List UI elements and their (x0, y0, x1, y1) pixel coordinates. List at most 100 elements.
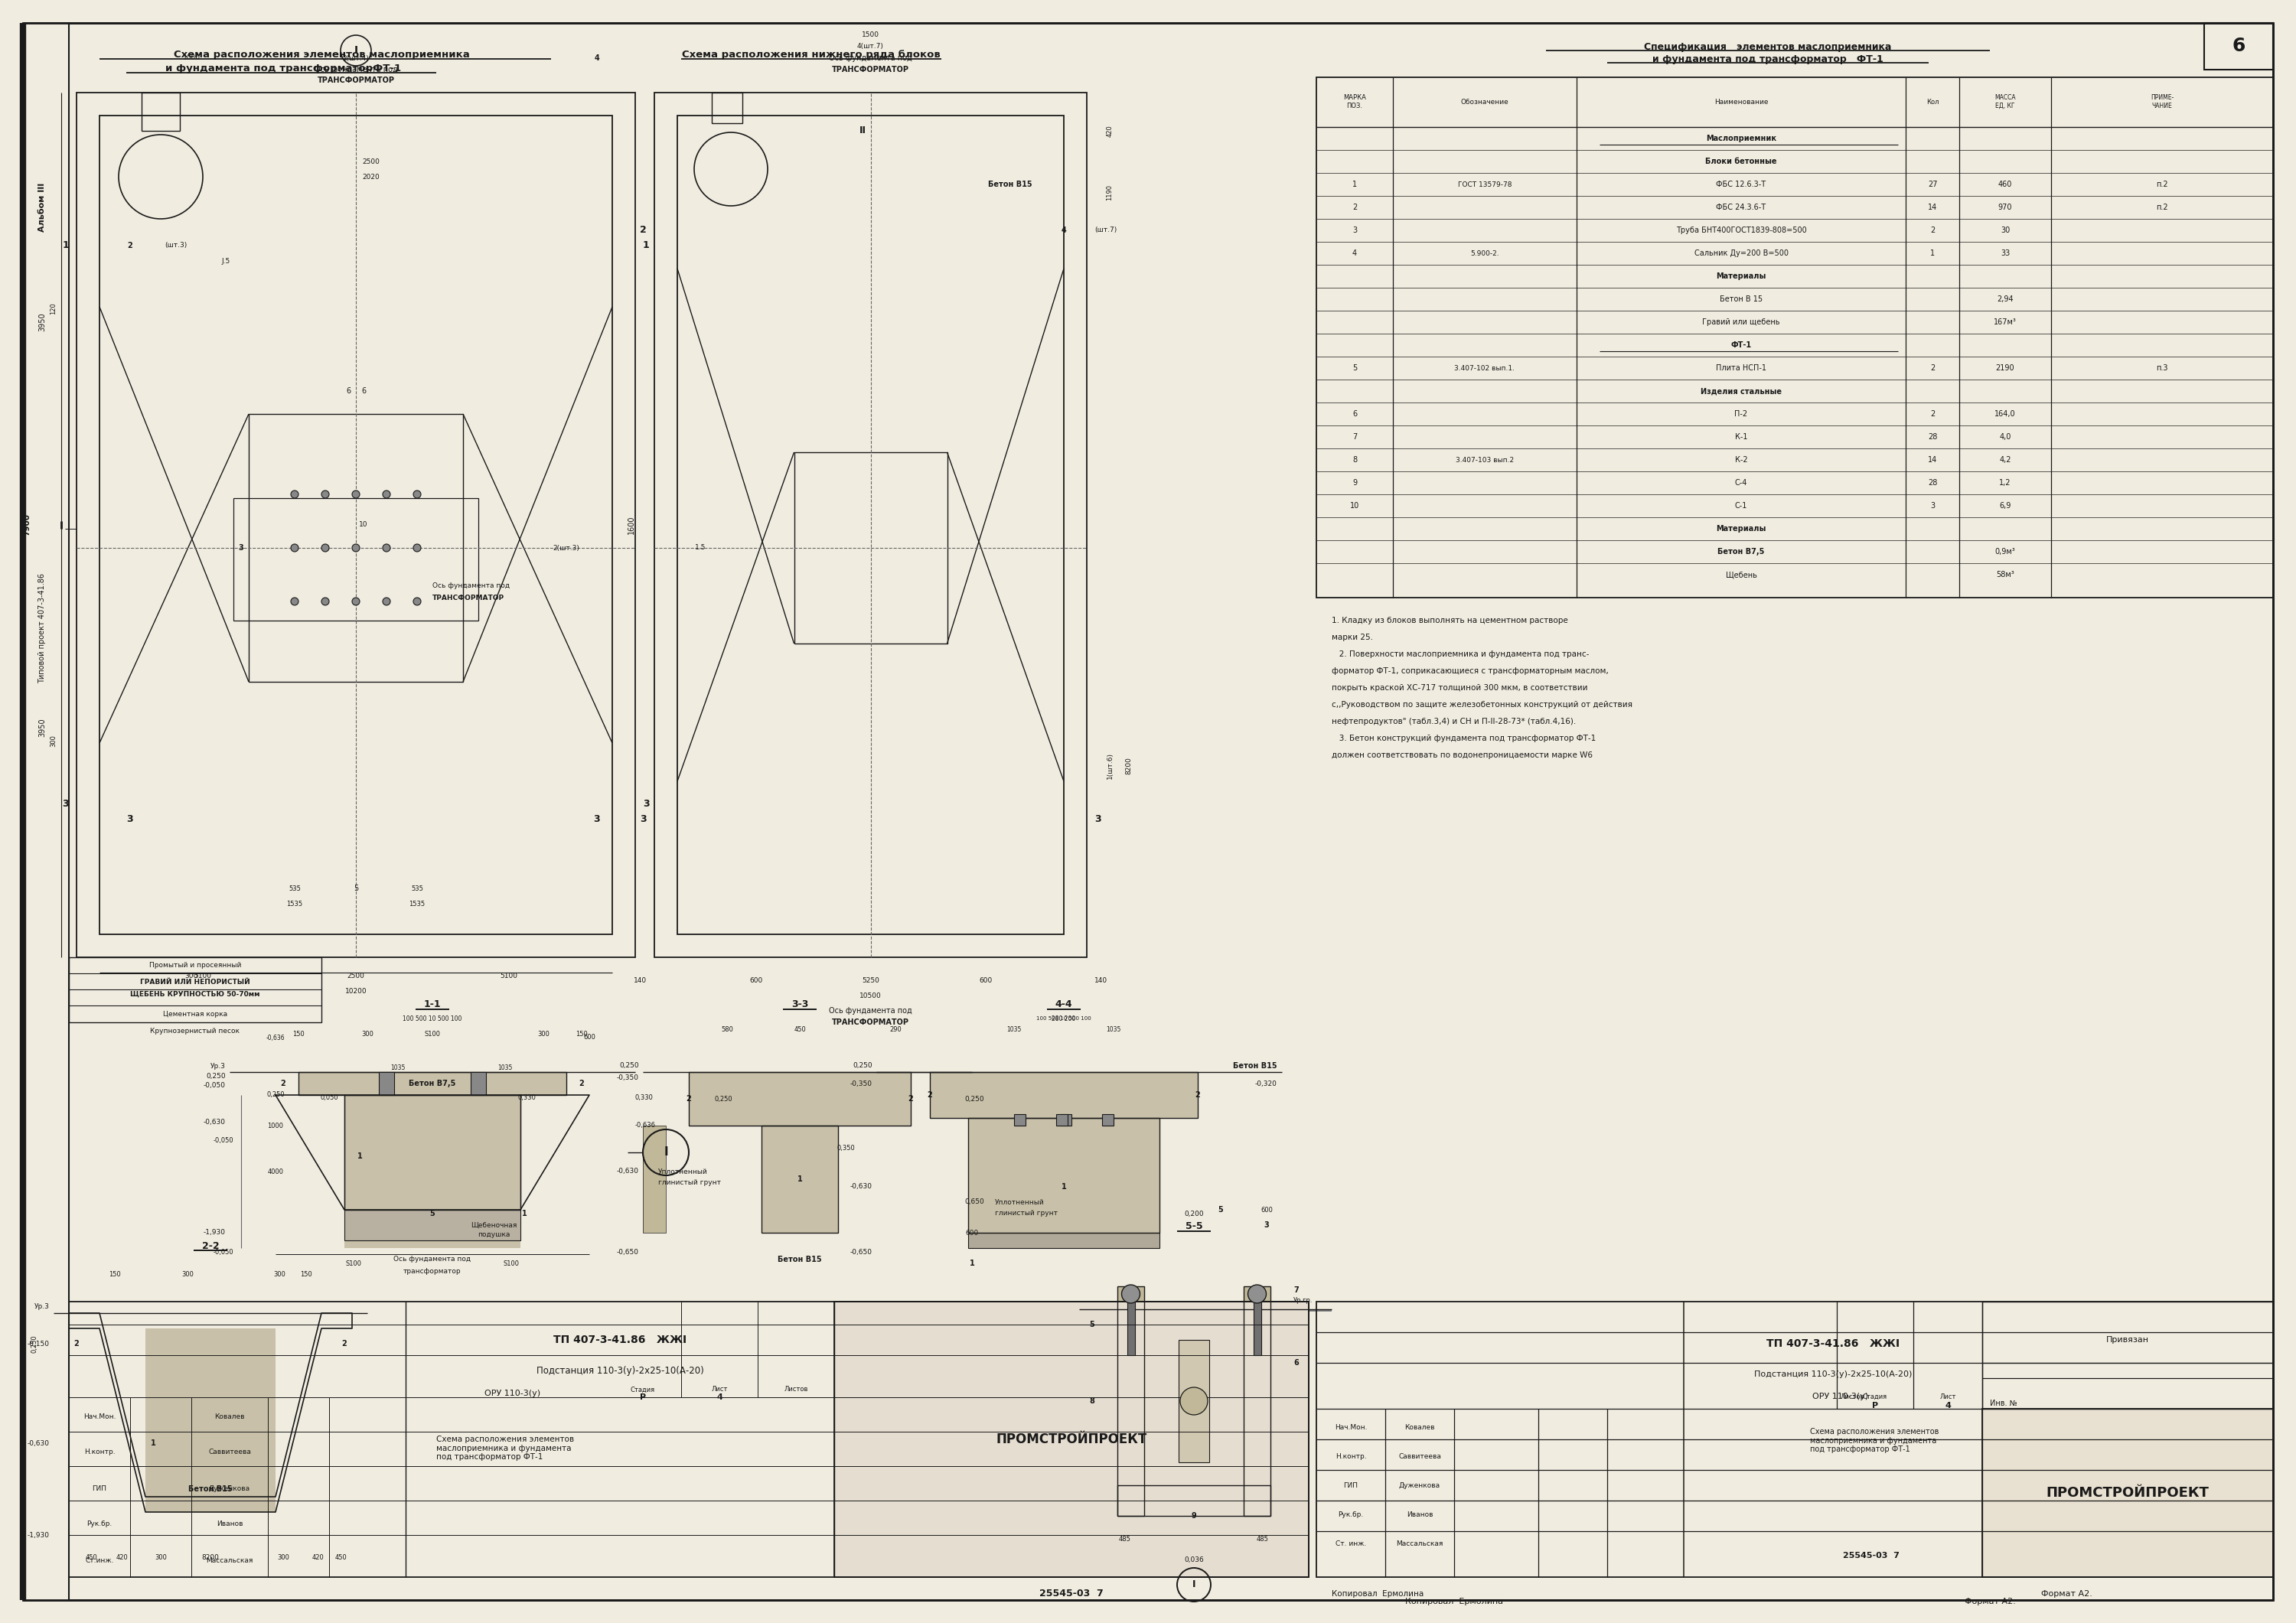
Bar (1244, 1287, 1270, 1516)
Text: 3950: 3950 (39, 313, 46, 331)
Text: 1035: 1035 (390, 1065, 406, 1071)
Text: глинистый грунт: глинистый грунт (994, 1211, 1058, 1217)
Text: 28: 28 (1929, 479, 1938, 487)
Text: Массальская: Массальская (207, 1556, 253, 1563)
Text: Копировал  Ермолина: Копировал Ермолина (1332, 1591, 1424, 1597)
Text: Ур.3: Ур.3 (211, 1063, 225, 1070)
Text: S100: S100 (425, 1031, 441, 1037)
Text: 8200: 8200 (1125, 758, 1132, 774)
Text: 4-4: 4-4 (1056, 1000, 1072, 1010)
Bar (344, 1209, 521, 1240)
Text: 1600: 1600 (627, 516, 636, 534)
Text: 460: 460 (1998, 180, 2011, 188)
Text: Н.контр.: Н.контр. (1336, 1454, 1366, 1461)
Bar (677, 115, 1063, 935)
Text: 300: 300 (537, 1031, 549, 1037)
Bar (99, 115, 613, 935)
Text: Ст.инж.: Ст.инж. (85, 1556, 115, 1563)
Text: трансформатор: трансформатор (404, 1268, 461, 1274)
Text: Сальник Ду=200 В=500: Сальник Ду=200 В=500 (1694, 250, 1789, 256)
Text: -0,050: -0,050 (214, 1248, 234, 1255)
Text: 1,2: 1,2 (2000, 479, 2011, 487)
Text: Рук.бр.: Рук.бр. (87, 1521, 113, 1527)
Text: I: I (354, 45, 358, 55)
Text: 2: 2 (687, 1096, 691, 1102)
Text: 3: 3 (1931, 502, 1936, 510)
Text: 1: 1 (969, 1259, 974, 1268)
Text: 10500: 10500 (859, 992, 882, 1000)
Text: 3: 3 (1265, 1220, 1270, 1229)
Text: 0,330: 0,330 (517, 1094, 535, 1100)
Text: Схема расположения нижнего ряда блоков: Схема расположения нижнего ряда блоков (682, 49, 941, 60)
Text: Плита НСП-1: Плита НСП-1 (1715, 364, 1766, 372)
Text: 2190: 2190 (1995, 364, 2014, 372)
Text: 0,330: 0,330 (636, 1094, 654, 1100)
Text: 2,94: 2,94 (1998, 295, 2014, 304)
Text: 450: 450 (794, 1026, 806, 1034)
Text: 10: 10 (1350, 502, 1359, 510)
Bar (76, 93, 636, 958)
Text: Ур.гр.: Ур.гр. (1293, 1297, 1313, 1303)
Text: 0,036: 0,036 (1185, 1556, 1203, 1563)
Text: Труба БНТ400ГОСТ1839-808=500: Труба БНТ400ГОСТ1839-808=500 (1676, 227, 1807, 234)
Text: П-2: П-2 (1733, 411, 1747, 417)
Text: 0,350: 0,350 (836, 1146, 854, 1152)
Text: 600: 600 (964, 1229, 978, 1237)
Text: -0,050: -0,050 (214, 1138, 234, 1144)
Text: Бетон В7,5: Бетон В7,5 (1717, 549, 1766, 555)
Text: МАРКА
ПОЗ.: МАРКА ПОЗ. (1343, 94, 1366, 109)
Text: 0,250: 0,250 (266, 1092, 285, 1099)
Text: 1035: 1035 (1006, 1026, 1022, 1034)
Bar (69, 1302, 1309, 1578)
Text: п.3: п.3 (2156, 364, 2167, 372)
Text: 10: 10 (358, 521, 367, 529)
Bar (1015, 1113, 1026, 1126)
Text: 3: 3 (643, 799, 650, 810)
Text: ГРАВИЙ ИЛИ НЕПОРИСТЫЙ: ГРАВИЙ ИЛИ НЕПОРИСТЫЙ (140, 979, 250, 985)
Text: 167м³: 167м³ (1993, 318, 2016, 326)
Text: Материалы: Материалы (1715, 524, 1766, 532)
Text: 5: 5 (1352, 364, 1357, 372)
Text: 300: 300 (154, 1555, 168, 1561)
Text: 1035: 1035 (1107, 1026, 1120, 1034)
Text: S100: S100 (503, 1259, 519, 1268)
Text: 1035: 1035 (498, 1065, 512, 1071)
Text: -1,930: -1,930 (204, 1229, 225, 1237)
Bar (969, 1233, 1159, 1248)
Text: ТРАНСФОРМАТОР: ТРАНСФОРМАТОР (831, 67, 909, 73)
Text: 5: 5 (1219, 1206, 1224, 1214)
Text: Блоки бетонные: Блоки бетонные (1706, 157, 1777, 166)
Text: Стадия: Стадия (1862, 1393, 1887, 1401)
Circle shape (1120, 1285, 1139, 1303)
Text: 58м³: 58м³ (1995, 571, 2014, 578)
Text: ТРАНСФОРМАТОР: ТРАНСФОРМАТОР (317, 76, 395, 84)
Text: 290: 290 (889, 1026, 902, 1034)
Bar (762, 1126, 838, 1233)
Text: Бетон В7,5: Бетон В7,5 (409, 1079, 457, 1087)
Text: Бетон В15: Бетон В15 (987, 180, 1033, 188)
Text: 420: 420 (117, 1555, 129, 1561)
Text: 2: 2 (1931, 227, 1936, 234)
Bar (1981, 1409, 2273, 1578)
Text: 150: 150 (301, 1271, 312, 1279)
Bar (1178, 1341, 1210, 1462)
Circle shape (321, 597, 328, 605)
Bar (344, 1096, 521, 1209)
Text: 5: 5 (429, 1209, 434, 1217)
Text: 150: 150 (108, 1271, 122, 1279)
Circle shape (351, 490, 360, 498)
Text: 6: 6 (360, 388, 365, 394)
Text: 2500: 2500 (363, 157, 379, 166)
Circle shape (413, 544, 420, 552)
Text: 3. Бетон конструкций фундамента под трансформатор ФТ-1: 3. Бетон конструкций фундамента под тран… (1332, 735, 1596, 742)
Bar (1254, 1294, 1261, 1355)
Bar (1118, 1485, 1270, 1516)
Text: 1190: 1190 (1107, 183, 1114, 200)
Bar (1981, 1409, 2273, 1578)
Text: Наименование: Наименование (1715, 99, 1768, 105)
Circle shape (383, 544, 390, 552)
Text: 1500: 1500 (861, 32, 879, 39)
Text: 5100: 5100 (193, 972, 211, 980)
Text: Рук.бр.: Рук.бр. (1339, 1511, 1364, 1519)
Circle shape (383, 597, 390, 605)
